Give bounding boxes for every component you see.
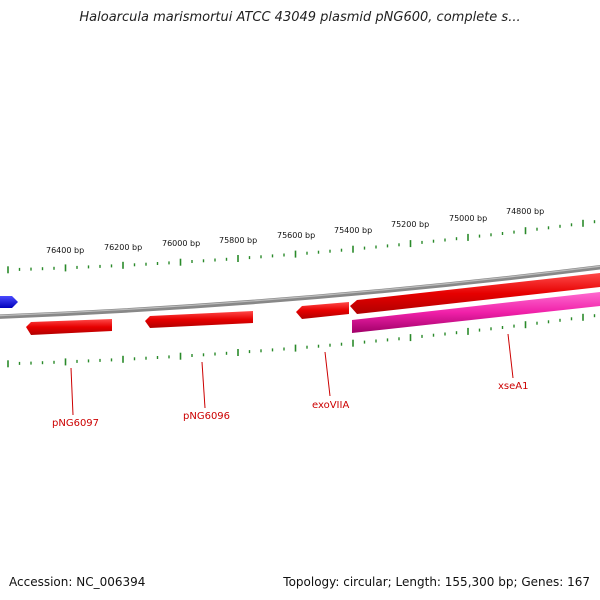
gene-arrow-pNG6096[interactable]	[145, 311, 253, 328]
gene-arrow-pNG6097[interactable]	[26, 319, 112, 335]
scale-label: 75400 bp	[334, 226, 372, 235]
gene-labels: pNG6097 pNG6096 exoVIIA xseA1	[52, 381, 528, 429]
scale-label: 76400 bp	[46, 246, 84, 255]
scale-label: 75200 bp	[391, 220, 429, 229]
scale-label: 75000 bp	[449, 214, 487, 223]
gene-arrow-large[interactable]	[350, 273, 600, 314]
blue-feature-arrow[interactable]	[0, 296, 18, 308]
scale-label: 76000 bp	[162, 239, 200, 248]
scale-label: 75800 bp	[219, 236, 257, 245]
scale-labels: 76400 bp 76200 bp 76000 bp 75800 bp 7560…	[46, 207, 544, 255]
scale-ticks-upper	[7, 219, 596, 274]
summary-text: Topology: circular; Length: 155,300 bp; …	[283, 575, 590, 589]
scale-label: 75600 bp	[277, 231, 315, 240]
gene-leader-lines	[70, 333, 514, 416]
gene-label-xseA1[interactable]: xseA1	[498, 381, 528, 392]
scale-label: 74800 bp	[506, 207, 544, 216]
accession-text: Accession: NC_006394	[9, 575, 146, 589]
gene-label-pNG6096[interactable]: pNG6096	[183, 411, 230, 422]
gene-arrow-exoVIIA[interactable]	[296, 302, 349, 319]
gene-label-pNG6097[interactable]: pNG6097	[52, 418, 99, 429]
gene-arrow-xseA1[interactable]	[352, 292, 600, 333]
gene-label-exoVIIA[interactable]: exoVIIA	[312, 400, 349, 411]
map-title: Haloarcula marismortui ATCC 43049 plasmi…	[79, 10, 521, 25]
scale-ticks-lower	[7, 313, 596, 368]
gene-arrows	[26, 273, 600, 335]
scale-label: 76200 bp	[104, 243, 142, 252]
plasmid-backbone	[0, 264, 600, 319]
